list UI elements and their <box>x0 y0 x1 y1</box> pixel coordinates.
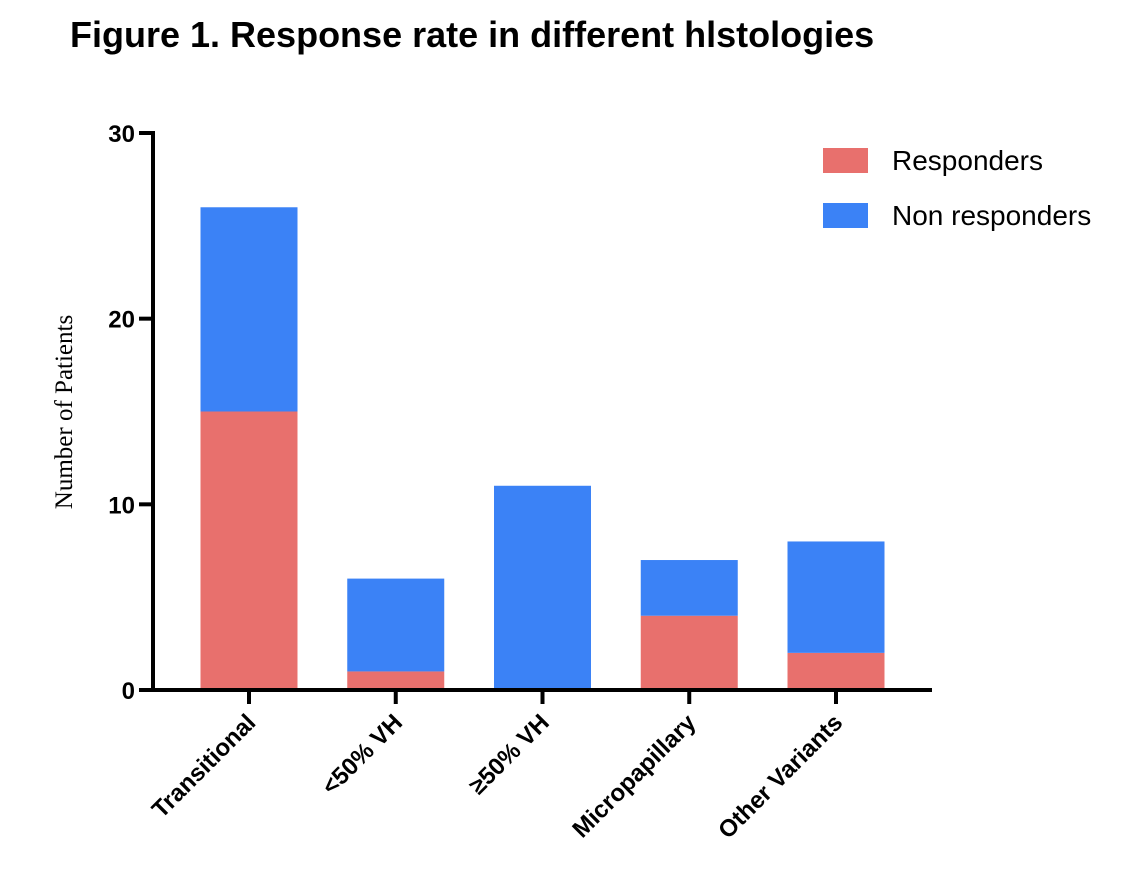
legend: Responders Non responders <box>823 145 1091 231</box>
y-tick-label: 20 <box>108 307 135 334</box>
bar-responders-1 <box>347 671 445 690</box>
bar-non-responders-4 <box>787 541 885 653</box>
y-tick-label: 10 <box>108 492 135 519</box>
y-ticks: 0 10 20 30 <box>108 121 153 705</box>
legend-label: Responders <box>892 145 1043 176</box>
bar-non-responders-0 <box>200 207 298 412</box>
y-tick-label: 0 <box>122 678 135 705</box>
bars <box>200 207 885 690</box>
bar-non-responders-1 <box>347 578 445 672</box>
y-tick-label: 30 <box>108 121 135 148</box>
y-axis-label-group: Number of Patients <box>51 315 78 509</box>
x-tick-label: ≥50% VH <box>464 709 555 800</box>
x-tick-label: Other Variants <box>713 709 848 844</box>
bar-responders-3 <box>640 615 738 690</box>
y-axis-label: Number of Patients <box>51 315 78 509</box>
x-ticks: Transitional <50% VH ≥50% VH Micropapillary… <box>147 690 848 844</box>
bar-non-responders-2 <box>494 485 591 690</box>
bar-non-responders-3 <box>640 560 738 616</box>
legend-label: Non responders <box>892 200 1091 231</box>
bar-responders-0 <box>200 411 298 690</box>
x-tick-label: <50% VH <box>317 709 408 800</box>
bar-responders-4 <box>787 652 885 690</box>
legend-swatch <box>823 148 868 173</box>
legend-swatch <box>823 203 868 228</box>
x-tick-label: Micropapillary <box>567 709 702 844</box>
x-tick-label: Transitional <box>147 709 261 823</box>
chart-title: Figure 1. Response rate in different hls… <box>70 14 875 55</box>
